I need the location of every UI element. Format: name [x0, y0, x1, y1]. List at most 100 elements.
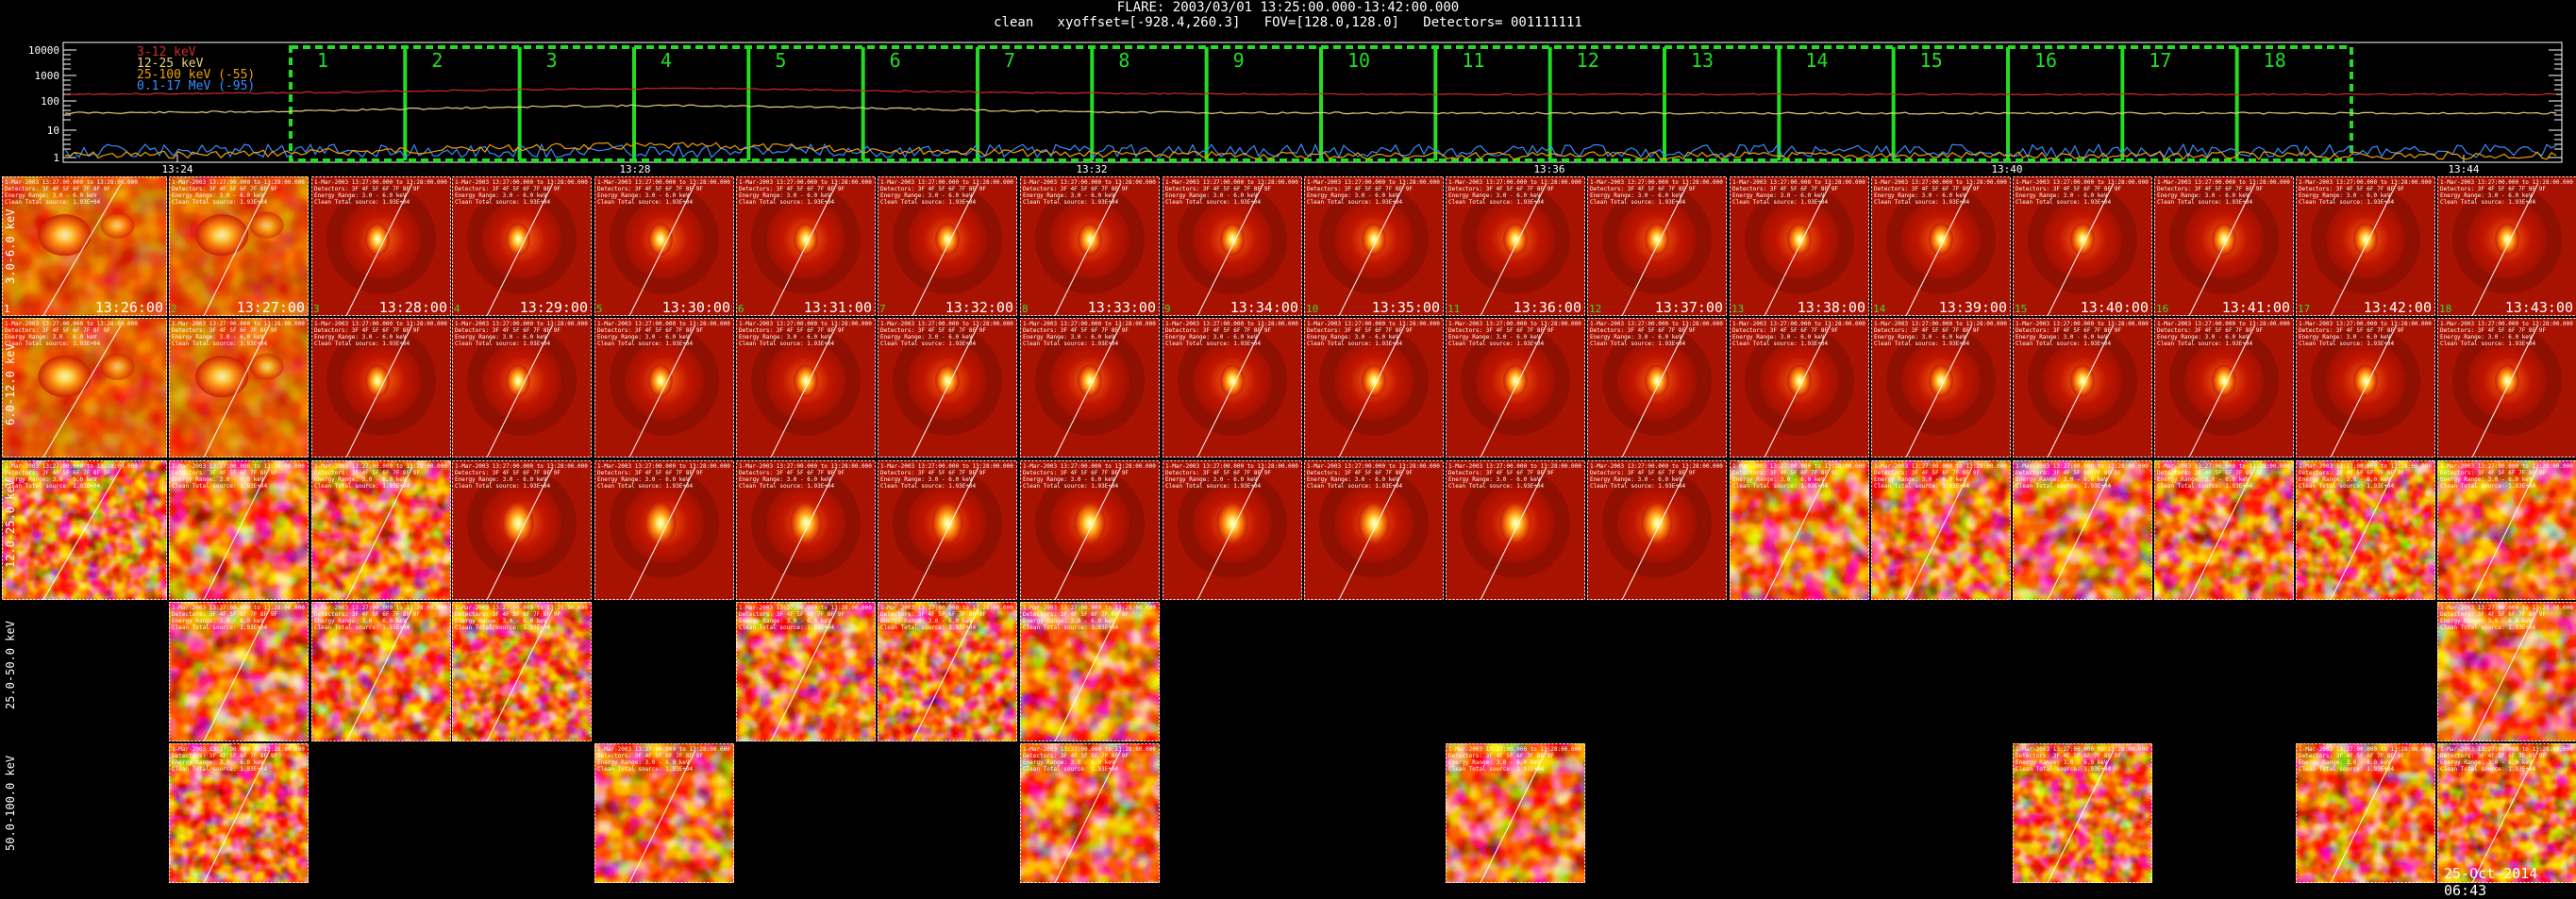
tile-annotation: Clean Total source: 1.93E+04	[597, 766, 694, 773]
tile-annotation: Clean Total source: 1.93E+04	[2440, 199, 2536, 206]
tile-annotation: Energy Range: 3.0 - 6.0 keV	[1023, 334, 1115, 341]
tile-annotation: Detectors: 3F 4F 5F 6F 7F 8F 9F	[172, 753, 277, 759]
tile-content: 1-Mar-2003 13:27:00.000 to 13:28:00.000D…	[1730, 318, 1869, 458]
image-tile-r5-c18: 1-Mar-2003 13:27:00.000 to 13:28:00.000D…	[2437, 743, 2576, 883]
tile-number: 5	[596, 303, 603, 315]
tile-annotation: 1-Mar-2003 13:27:00.000 to 13:28:00.000	[2440, 746, 2573, 753]
tile-content: 1-Mar-2003 13:27:00.000 to 13:28:00.000D…	[2296, 743, 2435, 883]
tile-time-label: 13:37:00	[1655, 299, 1723, 316]
tile-annotation: Energy Range: 3.0 - 6.0 keV	[880, 618, 973, 624]
tile-number: 6	[738, 303, 744, 315]
image-tile-r3-c13: 1-Mar-2003 13:27:00.000 to 13:28:00.000D…	[1730, 460, 1869, 600]
tile-annotation: Detectors: 3F 4F 5F 6F 7F 8F 9F	[455, 327, 560, 334]
image-tile-r3-c2: 1-Mar-2003 13:27:00.000 to 13:28:00.000D…	[169, 460, 309, 600]
tile-annotation: Detectors: 3F 4F 5F 6F 7F 8F 9F	[1023, 470, 1129, 476]
tile-annotation: Energy Range: 3.0 - 6.0 keV	[455, 618, 547, 624]
image-tile-r1-c14: 1-Mar-2003 13:27:00.000 to 13:28:00.000D…	[1871, 176, 2011, 316]
tile-time-label: 13:33:00	[1088, 299, 1156, 316]
tile-annotation: Detectors: 3F 4F 5F 6F 7F 8F 9F	[1874, 327, 1980, 334]
tile-content: 1-Mar-2003 13:27:00.000 to 13:28:00.000D…	[2, 318, 167, 458]
tile-content: 1-Mar-2003 13:27:00.000 to 13:28:00.000D…	[1446, 318, 1585, 458]
tile-annotation: Clean Total source: 1.93E+04	[739, 483, 835, 490]
tile-annotation: Clean Total source: 1.93E+04	[1732, 199, 1829, 206]
tile-annotation: Detectors: 3F 4F 5F 6F 7F 8F 9F	[1590, 327, 1696, 334]
image-tile-r4-c6: 1-Mar-2003 13:27:00.000 to 13:28:00.000D…	[736, 602, 876, 741]
tile-annotation: Detectors: 3F 4F 5F 6F 7F 8F 9F	[1732, 186, 1838, 192]
tile-content: 1-Mar-2003 13:27:00.000 to 13:28:00.000D…	[1020, 460, 1160, 600]
tile-annotation: 1-Mar-2003 13:27:00.000 to 13:28:00.000	[1732, 463, 1865, 470]
tile-time-label: 13:36:00	[1514, 299, 1581, 316]
image-tile-r1-c9: 1-Mar-2003 13:27:00.000 to 13:28:00.000D…	[1163, 176, 1302, 316]
tile-annotation: Energy Range: 3.0 - 6.0 keV	[2157, 334, 2250, 341]
tile-annotation: 1-Mar-2003 13:27:00.000 to 13:28:00.000	[455, 605, 588, 611]
energy-row-label: 12.0-25.0 keV	[4, 479, 17, 568]
tile-number: 7	[879, 303, 886, 315]
tile-number: 15	[2015, 303, 2027, 315]
tile-annotation: Energy Range: 3.0 - 6.0 keV	[1165, 334, 1258, 341]
tile-annotation: Clean Total source: 1.93E+04	[2016, 341, 2112, 347]
tile-content: 1-Mar-2003 13:27:00.000 to 13:28:00.000D…	[2154, 460, 2294, 600]
tile-annotation: Energy Range: 3.0 - 6.0 keV	[314, 476, 407, 483]
tile-annotation: Energy Range: 3.0 - 6.0 keV	[2440, 192, 2533, 199]
tile-content: 1-Mar-2003 13:27:00.000 to 13:28:00.000D…	[2013, 460, 2152, 600]
tile-content: 1-Mar-2003 13:27:00.000 to 13:28:00.000D…	[2154, 318, 2294, 458]
tile-annotation: 1-Mar-2003 13:27:00.000 to 13:28:00.000	[5, 179, 138, 186]
tile-annotation: Detectors: 3F 4F 5F 6F 7F 8F 9F	[597, 186, 703, 192]
tile-annotation: Clean Total source: 1.93E+04	[172, 483, 268, 490]
tile-annotation: Clean Total source: 1.93E+04	[314, 624, 410, 631]
tile-annotation: Clean Total source: 1.93E+04	[1590, 199, 1686, 206]
tile-content: 1-Mar-2003 13:27:00.000 to 13:28:00.000D…	[2437, 602, 2576, 741]
tile-annotation: 1-Mar-2003 13:27:00.000 to 13:28:00.000	[597, 463, 730, 470]
tile-content: 1-Mar-2003 13:27:00.000 to 13:28:00.000D…	[1587, 318, 1727, 458]
flare-source	[506, 224, 530, 256]
tile-annotation: 1-Mar-2003 13:27:00.000 to 13:28:00.000	[2299, 321, 2432, 327]
tile-annotation: Clean Total source: 1.93E+04	[5, 483, 101, 490]
tile-content: 1-Mar-2003 13:27:00.000 to 13:28:00.000D…	[736, 176, 876, 316]
energy-row-label: 6.0-12.0 keV	[4, 343, 17, 425]
tile-annotation: Clean Total source: 1.93E+04	[1448, 199, 1545, 206]
tile-annotation: Clean Total source: 1.93E+04	[455, 624, 551, 631]
tile-annotation: Detectors: 3F 4F 5F 6F 7F 8F 9F	[1448, 186, 1554, 192]
image-tile-r1-c2: 1-Mar-2003 13:27:00.000 to 13:28:00.000D…	[169, 176, 309, 316]
tile-annotation: Energy Range: 3.0 - 6.0 keV	[2016, 334, 2108, 341]
tile-annotation: 1-Mar-2003 13:27:00.000 to 13:28:00.000	[2157, 179, 2290, 186]
tile-annotation: 1-Mar-2003 13:27:00.000 to 13:28:00.000	[2016, 321, 2149, 327]
tile-annotation: Energy Range: 3.0 - 6.0 keV	[1874, 192, 1966, 199]
tile-annotation: Detectors: 3F 4F 5F 6F 7F 8F 9F	[1590, 470, 1696, 476]
tile-annotation: Clean Total source: 1.93E+04	[172, 624, 268, 631]
tile-annotation: Clean Total source: 1.93E+04	[880, 199, 977, 206]
tile-annotation: Clean Total source: 1.93E+04	[5, 341, 101, 347]
tile-annotation: Energy Range: 3.0 - 6.0 keV	[2299, 759, 2391, 766]
tile-annotation: Detectors: 3F 4F 5F 6F 7F 8F 9F	[2157, 327, 2263, 334]
image-tile-r5-c2: 1-Mar-2003 13:27:00.000 to 13:28:00.000D…	[169, 743, 309, 883]
tile-number: 10	[1306, 303, 1318, 315]
tile-content: 1-Mar-2003 13:27:00.000 to 13:28:00.000D…	[594, 460, 734, 600]
flare-source	[648, 365, 673, 397]
tile-annotation: Energy Range: 3.0 - 6.0 keV	[1165, 192, 1258, 199]
tile-content: 1-Mar-2003 13:27:00.000 to 13:28:00.000D…	[1446, 460, 1585, 600]
tile-annotation: Energy Range: 3.0 - 6.0 keV	[1307, 192, 1399, 199]
tile-content: 1-Mar-2003 13:27:00.000 to 13:28:00.000D…	[2154, 176, 2294, 316]
tile-annotation: 1-Mar-2003 13:27:00.000 to 13:28:00.000	[880, 179, 1013, 186]
tile-annotation: Clean Total source: 1.93E+04	[2157, 483, 2253, 490]
tile-content: 1-Mar-2003 13:27:00.000 to 13:28:00.000D…	[2437, 460, 2576, 600]
tile-annotation: Detectors: 3F 4F 5F 6F 7F 8F 9F	[2440, 470, 2546, 476]
tile-annotation: Detectors: 3F 4F 5F 6F 7F 8F 9F	[2299, 753, 2404, 759]
tile-annotation: Detectors: 3F 4F 5F 6F 7F 8F 9F	[597, 470, 703, 476]
tile-annotation: Clean Total source: 1.93E+04	[1874, 483, 1970, 490]
tile-annotation: Energy Range: 3.0 - 6.0 keV	[5, 334, 97, 341]
tile-time-label: 13:43:00	[2505, 299, 2573, 316]
tile-annotation: Clean Total source: 1.93E+04	[2016, 483, 2112, 490]
tile-annotation: Clean Total source: 1.93E+04	[455, 341, 551, 347]
tile-annotation: 1-Mar-2003 13:27:00.000 to 13:28:00.000	[455, 321, 588, 327]
tile-content: 1-Mar-2003 13:27:00.000 to 13:28:00.000D…	[594, 743, 734, 883]
tile-annotation: Clean Total source: 1.93E+04	[1023, 341, 1119, 347]
image-tile-r2-c8: 1-Mar-2003 13:27:00.000 to 13:28:00.000D…	[1020, 318, 1160, 458]
tile-annotation: Detectors: 3F 4F 5F 6F 7F 8F 9F	[880, 470, 986, 476]
tile-content: 1-Mar-2003 13:27:00.000 to 13:28:00.000D…	[736, 460, 876, 600]
tile-annotation: 1-Mar-2003 13:27:00.000 to 13:28:00.000	[1732, 179, 1865, 186]
tile-annotation: Energy Range: 3.0 - 6.0 keV	[739, 618, 831, 624]
tile-annotation: Energy Range: 3.0 - 6.0 keV	[1590, 334, 1682, 341]
tile-annotation: Detectors: 3F 4F 5F 6F 7F 8F 9F	[314, 327, 420, 334]
image-tile-r3-c14: 1-Mar-2003 13:27:00.000 to 13:28:00.000D…	[1871, 460, 2011, 600]
